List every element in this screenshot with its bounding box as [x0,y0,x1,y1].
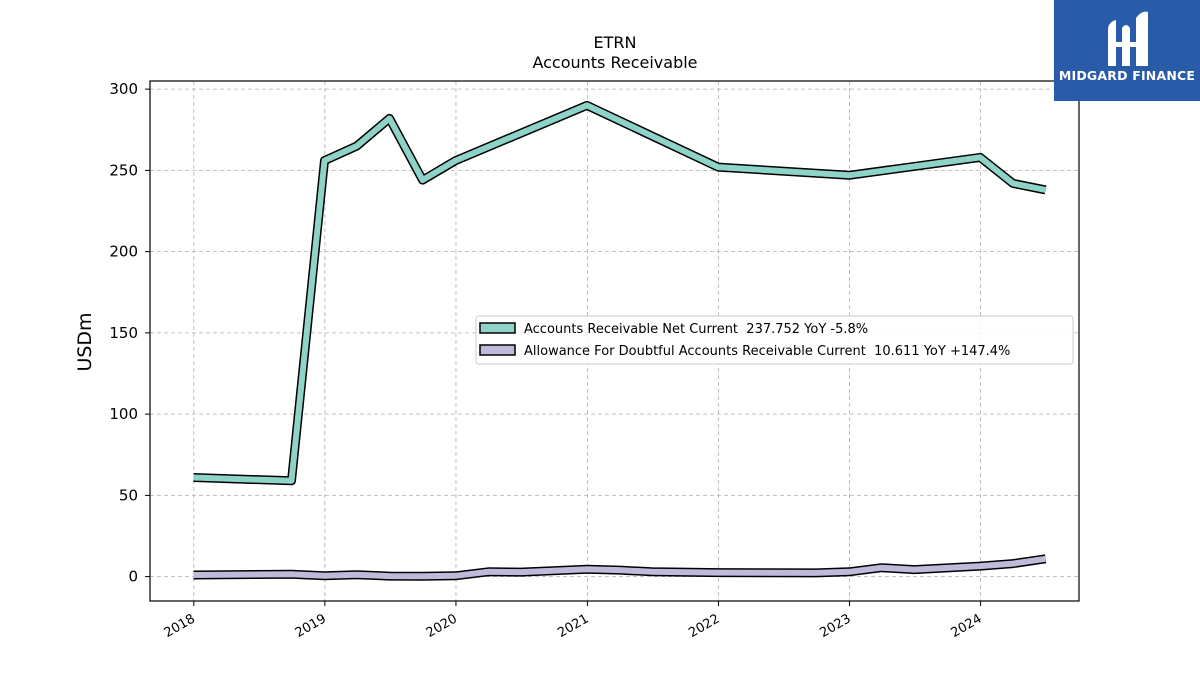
legend-box [475,315,1074,365]
midgard-finance-logo: MIDGARD FINANCE [1054,0,1200,101]
y-tick-label: 0 [128,568,138,586]
y-tick-label: 100 [109,405,138,423]
x-tick-label: 2024 [948,611,984,641]
y-tick-label: 250 [109,161,138,179]
x-tick-label: 2021 [555,611,591,641]
y-tick-label: 150 [109,324,138,342]
series-line [193,102,1047,484]
plot-frame [149,80,1080,602]
x-tick-label: 2019 [293,611,329,641]
series-lines [193,100,1047,581]
legend-label-accounts-receivable: Accounts Receivable Net Current 237.752 … [524,322,868,337]
y-axis-ticks: 0 50 100 150 200 250 300 [109,80,150,586]
series-line-outline [193,100,1047,486]
y-tick-label: 200 [109,243,138,261]
x-axis-ticks: 2018 2019 2020 2021 2022 2023 2024 [162,601,985,641]
legend-swatch-accounts-receivable [479,322,516,334]
x-tick-label: 2020 [424,611,460,641]
series-0 [193,100,1047,486]
chart-subtitle: Accounts Receivable [532,53,697,72]
series-line [193,555,1047,580]
y-axis-label: USDm [74,312,96,371]
x-tick-label: 2022 [686,611,722,641]
y-tick-label: 300 [109,80,138,98]
y-tick-label: 50 [119,486,138,504]
midgard-logo-icon [1108,11,1148,67]
chart-title: ETRN [594,33,637,52]
legend-swatch-allowance [479,344,516,356]
x-tick-label: 2018 [162,611,198,641]
legend: Accounts Receivable Net Current 237.752 … [475,315,1074,365]
legend-label-allowance: Allowance For Doubtful Accounts Receivab… [524,344,1010,359]
x-tick-label: 2023 [817,611,853,641]
series-1 [193,554,1047,581]
logo-text: MIDGARD FINANCE [1058,68,1196,83]
